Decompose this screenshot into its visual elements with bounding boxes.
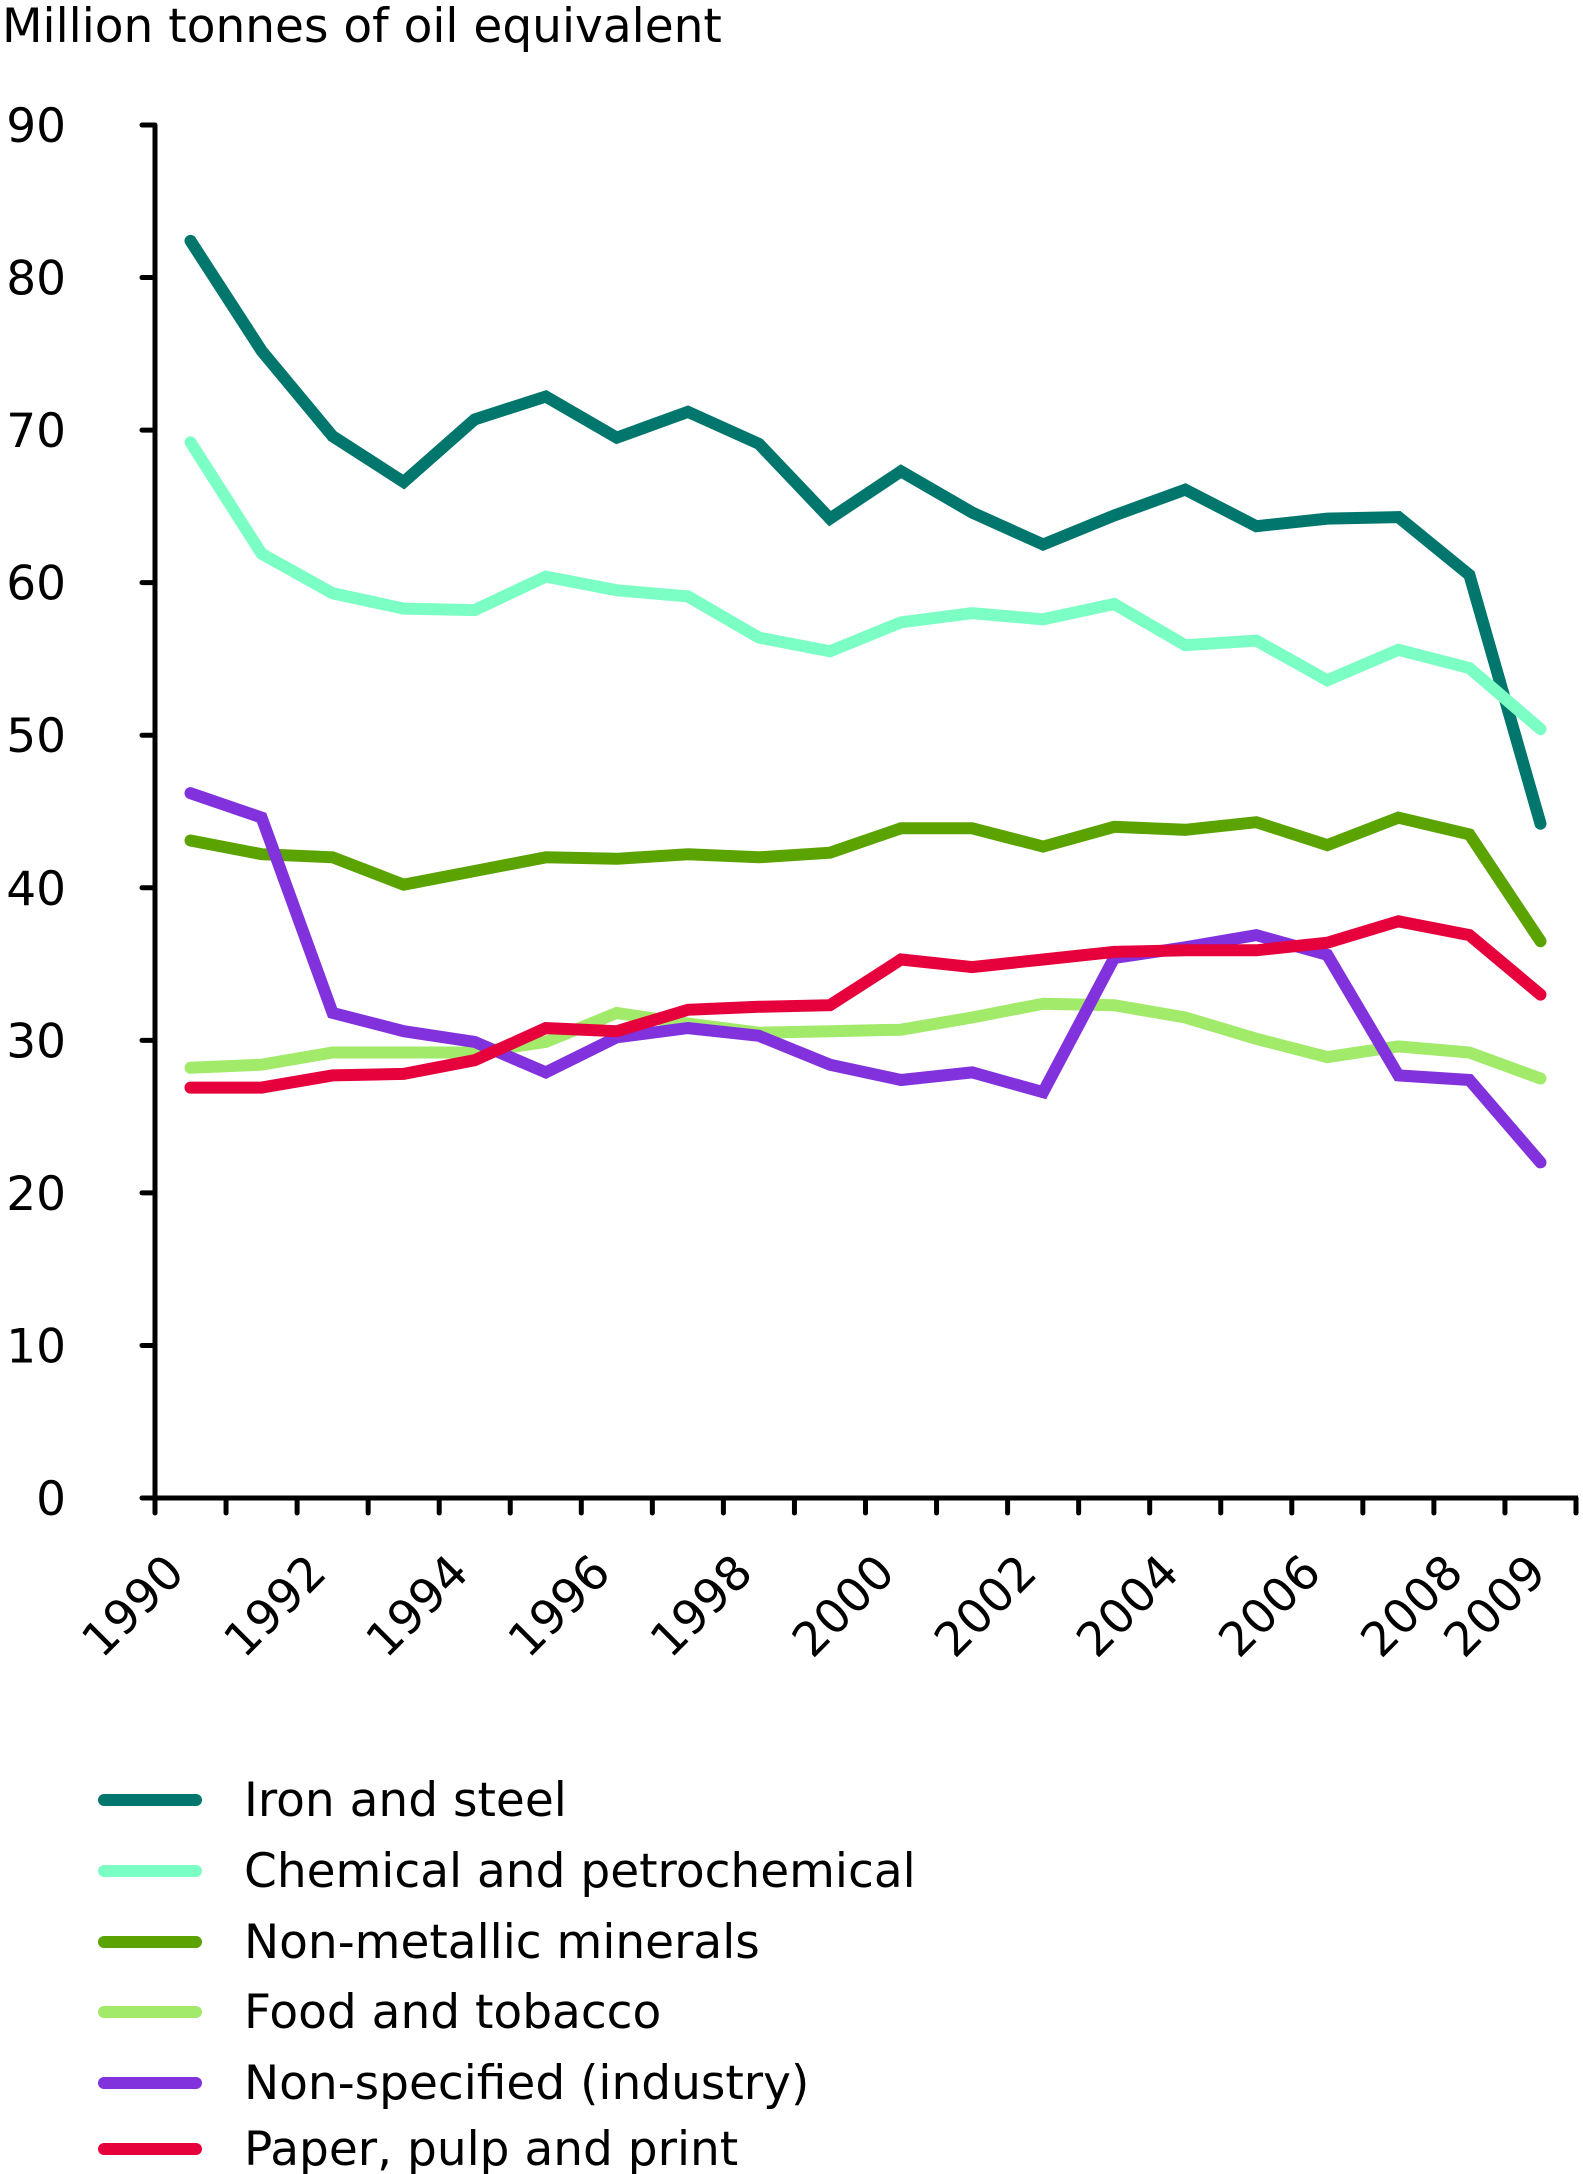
y-tick-label: 40 xyxy=(6,862,66,917)
legend-item: Non-metallic minerals xyxy=(98,1915,760,1970)
y-tick-label: 90 xyxy=(6,99,66,154)
legend-label: Food and tobacco xyxy=(244,1985,661,2040)
legend-label: Chemical and petrochemical xyxy=(244,1844,916,1899)
y-tick-label: 30 xyxy=(6,1014,66,1069)
series-line-paper-pulp-and-print xyxy=(184,915,1547,1094)
x-tick-label: 2004 xyxy=(1066,1545,1189,1668)
x-axis: 1990 1992 1994 1996 1998 2000 2002 2004 2006 2008… xyxy=(72,1495,1579,1668)
legend-item: Non-specified (industry) xyxy=(98,2056,809,2111)
legend-item: Paper, pulp and print xyxy=(98,2122,738,2174)
series-line-iron-and-steel xyxy=(184,234,1547,830)
legend-label: Paper, pulp and print xyxy=(244,2122,738,2174)
legend-label: Non-specified (industry) xyxy=(244,2056,809,2111)
series-lines xyxy=(184,234,1547,1169)
legend-item: Chemical and petrochemical xyxy=(98,1844,916,1899)
legend-label: Non-metallic minerals xyxy=(244,1915,760,1970)
x-tick-label: 1998 xyxy=(640,1545,763,1668)
y-tick-label: 70 xyxy=(6,404,66,459)
y-tick-label: 50 xyxy=(6,709,66,764)
series-line-food-and-tobacco xyxy=(184,997,1547,1085)
series-line-chemical-and-petrochemical xyxy=(184,436,1547,736)
y-tick-label: 20 xyxy=(6,1167,66,1222)
x-tick-label: 1992 xyxy=(214,1545,337,1668)
x-tick-label: 1990 xyxy=(72,1545,195,1668)
legend: Iron and steel Chemical and petrochemical… xyxy=(98,1773,916,2174)
y-tick-label: 80 xyxy=(6,252,66,307)
series-line-non-metallic-minerals xyxy=(184,811,1547,948)
x-tick-label: 2002 xyxy=(924,1545,1047,1668)
y-tick-label: 60 xyxy=(6,557,66,612)
y-axis: 0 10 20 30 40 50 60 70 80 90 xyxy=(6,99,158,1527)
series-line-non-specified-industry xyxy=(184,787,1547,1169)
x-tick-label: 1994 xyxy=(356,1545,479,1668)
y-axis-title: Million tonnes of oil equivalent xyxy=(2,0,722,54)
x-tick-label: 2000 xyxy=(782,1545,905,1668)
x-tick-label: 2006 xyxy=(1208,1545,1331,1668)
y-tick-label: 10 xyxy=(6,1319,66,1374)
y-tick-label: 0 xyxy=(36,1472,66,1527)
legend-item: Food and tobacco xyxy=(98,1985,661,2040)
legend-label: Iron and steel xyxy=(244,1773,567,1828)
legend-item: Iron and steel xyxy=(98,1773,567,1828)
x-tick-label: 1996 xyxy=(498,1545,621,1668)
